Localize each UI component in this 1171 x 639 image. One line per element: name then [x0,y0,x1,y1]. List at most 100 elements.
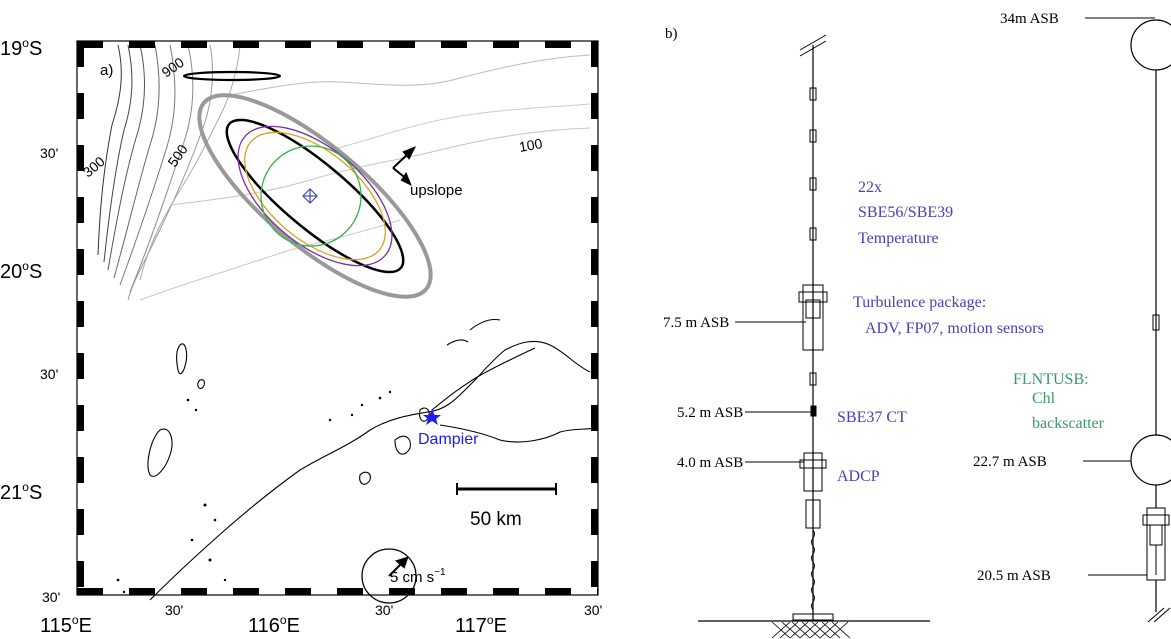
islands [116,390,392,594]
lat-label-19s: 19oS [0,36,42,60]
flntu-backscatter: backscatter [1032,415,1105,432]
green-ellipse [260,145,362,247]
contour-line [329,103,591,151]
longitude-labels: 115oE 30' 116oE 30' 117oE 30' [40,602,602,637]
velocity-label-text: 5 cm s [390,569,434,586]
frame-segment [77,588,103,595]
frame-segment [285,588,311,595]
temperature-label: Temperature [858,230,939,247]
release-icon [805,499,821,529]
contour-line [129,44,194,293]
lon-label-117-30: 30' [584,602,602,618]
sbe37-label: SBE37 CT [837,409,907,426]
flntu-chl: Chl [1032,390,1056,407]
lat-label-19-30: 30' [40,145,58,161]
frame-segment [591,145,598,171]
frame-segment [337,41,363,48]
sbe37-icon [810,405,817,417]
frame-segment [181,588,207,595]
anchor-icon [792,613,834,621]
chain [811,529,815,611]
frame-segment [591,41,598,67]
frame-segment [441,41,467,48]
lon-label-117e: 117oE [455,613,507,637]
frame-segment [181,41,207,48]
panel-b-moorings: b) [663,11,1171,639]
turbulence-detail: ADV, FP07, motion sensors [865,320,1044,337]
height-label-5-2: 5.2 m ASB [677,405,743,421]
frame-segment [337,588,363,595]
mooring-2 [1083,17,1171,623]
lat-label-20-30: 30' [40,366,58,382]
turbulence-title: Turbulence package: [853,294,986,311]
lon-label-115e: 115oE [40,613,92,637]
frame-segment [591,405,598,431]
frame-segment [597,588,598,595]
frame-segment [77,457,84,483]
contour-label-900: 900 [159,54,187,81]
lat-label-21-30: 30' [42,589,60,605]
adcp-icon [799,452,827,492]
frame-segment [77,41,84,67]
outer-grey-ellipse [197,93,433,299]
contour-line [103,44,133,263]
frame-segment [77,41,103,48]
bathymetry-contours [97,44,591,301]
frame-ticks [77,41,598,595]
contour-line [119,44,176,286]
frame-segment [77,301,84,327]
lon-label-115-30: 30' [165,602,183,618]
frame-segment [591,561,598,587]
frame-segment [545,41,571,48]
upslope-label: upslope [410,182,463,199]
panel-a-map: 900 500 300 100 upslope [0,36,602,637]
height-label-7-5: 7.5 m ASB [663,315,729,331]
frame-segment [233,41,259,48]
contour-label-100: 100 [518,135,544,155]
velocity-label-exp: −1 [434,567,446,578]
frame-segment [389,588,415,595]
lon-label-116-30: 30' [375,602,393,618]
frame-segment [77,353,84,379]
frame-segment [591,197,598,223]
frame-segment [129,41,155,48]
frame-segment [77,197,84,223]
temperature-model: SBE56/SBE39 [858,204,953,221]
flntu-package-icon [1142,507,1170,581]
frame-segment [591,457,598,483]
frame-segment [77,93,84,119]
seabed [698,620,930,639]
thermistor-icons [809,87,817,386]
contour-line [139,44,241,281]
mooring-marker [302,188,318,204]
mooring-1 [792,34,834,621]
frame-segment [77,405,84,431]
scale-bar-label: 50 km [470,509,522,530]
height-label-34: 34m ASB [1000,11,1059,27]
tidal-ellipses [197,93,433,299]
velocity-legend-circle [361,548,417,604]
thermistor-2-icon [1152,314,1160,331]
height-label-4-0: 4.0 m ASB [677,455,743,471]
instrument-labels-1: 22x SBE56/SBE39 Temperature Turbulence p… [837,179,1044,485]
instrument-labels-2: FLNTUSB: Chl backscatter [1013,371,1105,432]
temperature-count: 22x [858,179,882,196]
float-bottom-icon [1130,434,1171,486]
frame-segment [77,145,84,171]
contour-line [127,44,213,301]
contour-line [107,44,146,271]
velocity-legend-label: 5 cm s−1 [390,567,446,586]
contour-line [97,44,122,256]
frame-segment [77,561,84,587]
frame-segment [493,588,519,595]
frame-segment [233,588,259,595]
frame-segment [77,249,84,275]
frame-segment [591,93,598,119]
latitude-labels: 19oS 30' 20oS 30' 21oS 30' [0,36,60,605]
orange-ellipse [244,131,386,261]
contour-line [229,54,591,96]
frame-segment [493,41,519,48]
dampier-star-icon [423,409,441,425]
contour-label-500: 500 [164,141,191,169]
frame-segment [591,353,598,379]
